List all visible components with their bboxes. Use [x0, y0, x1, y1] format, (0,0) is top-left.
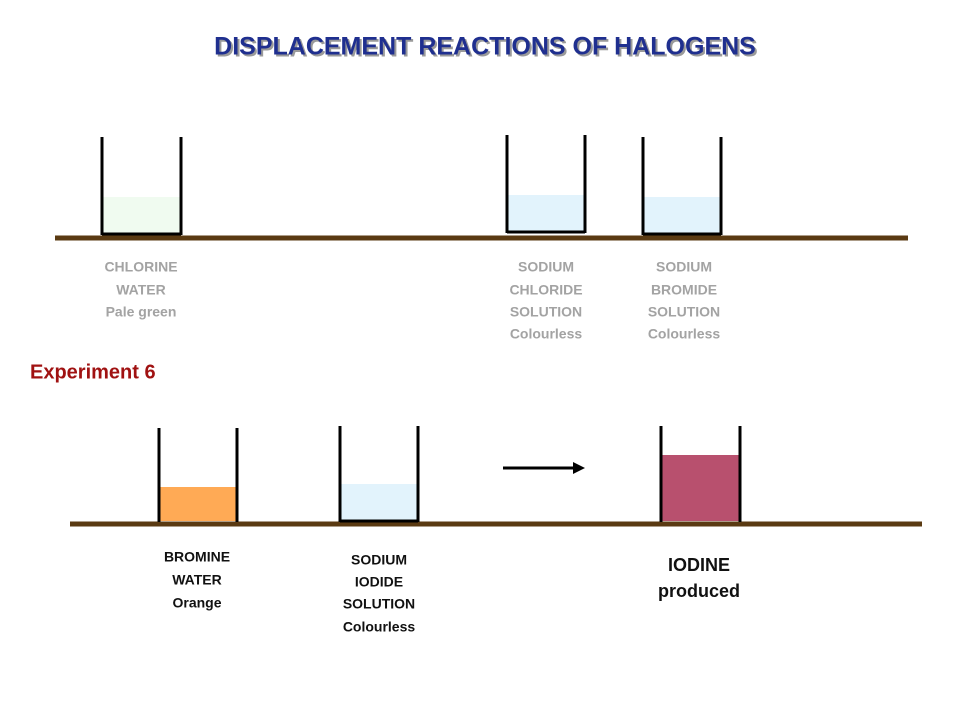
label: SODIUM — [351, 552, 407, 568]
label: Orange — [172, 595, 221, 611]
label: SOLUTION — [343, 596, 415, 612]
result-label: IODINE — [668, 555, 730, 575]
label: IODIDE — [355, 574, 403, 590]
label: WATER — [116, 282, 166, 298]
beaker — [505, 135, 587, 234]
result-label: produced — [658, 581, 740, 601]
label: Pale green — [106, 304, 177, 320]
arrow — [503, 462, 585, 474]
beaker — [659, 426, 742, 522]
label: CHLORINE — [104, 259, 177, 275]
beaker — [338, 426, 420, 523]
label: Colourless — [648, 326, 721, 342]
title: DISPLACEMENT REACTIONS OF HALOGENS — [214, 33, 756, 61]
label: SODIUM — [656, 259, 712, 275]
label: WATER — [172, 572, 222, 588]
beaker — [157, 428, 239, 522]
label: BROMINE — [164, 549, 230, 565]
label: CHLORIDE — [509, 282, 582, 298]
title-shadow: DISPLACEMENT REACTIONS OF HALOGENS — [216, 35, 758, 63]
beaker — [100, 137, 183, 236]
label: SODIUM — [518, 259, 574, 275]
label: SOLUTION — [648, 304, 720, 320]
label: SOLUTION — [510, 304, 582, 320]
label: BROMIDE — [651, 282, 717, 298]
beaker — [641, 137, 723, 236]
experiment-label: Experiment 6 — [30, 361, 156, 383]
label: Colourless — [510, 326, 583, 342]
label: Colourless — [343, 619, 416, 635]
